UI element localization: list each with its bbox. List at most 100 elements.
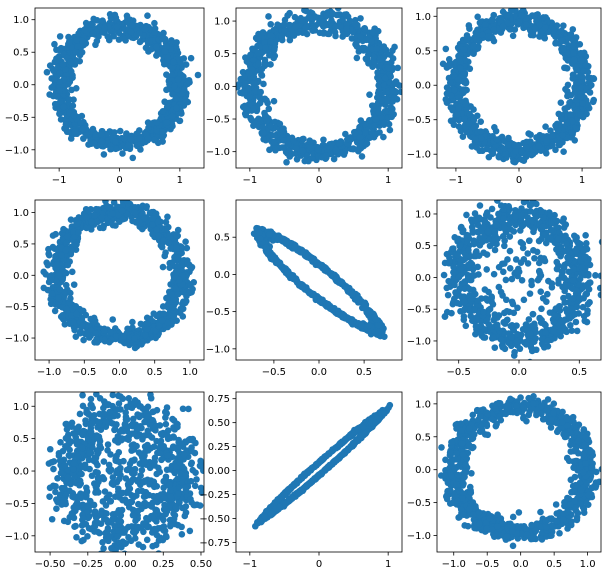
scatter-point [560, 22, 567, 29]
scatter-point [112, 333, 120, 340]
scatter-point [106, 338, 113, 346]
scatter-point [509, 32, 517, 40]
scatter-point [454, 76, 462, 83]
scatter-point [520, 157, 528, 164]
scatter-point [155, 232, 162, 240]
scatter-point [169, 317, 177, 325]
scatter-point [292, 145, 300, 152]
scatter-point [299, 283, 306, 291]
scatter-point [68, 268, 76, 276]
scatter-point [447, 92, 455, 100]
scatter-point [541, 24, 549, 31]
y-tick-label: 0.0 [214, 270, 230, 281]
scatter-point [107, 328, 114, 336]
y-tick-label: −1.0 [206, 147, 230, 158]
scatter-point [159, 107, 167, 115]
scatter-point [164, 319, 171, 327]
scatter-point [127, 28, 135, 36]
scatter-point [577, 93, 585, 101]
scatter-point [153, 226, 160, 234]
scatter-point [164, 54, 172, 62]
scatter-point [72, 333, 80, 340]
scatter-point [445, 56, 453, 63]
scatter-point [159, 263, 167, 271]
scatter-point [137, 146, 144, 153]
scatter-point [168, 64, 176, 72]
scatter-point [51, 307, 59, 315]
scatter-point [101, 24, 108, 32]
scatter-point [183, 292, 190, 300]
scatter-point [365, 60, 372, 67]
scatter-point [127, 136, 135, 144]
scatter-point [61, 125, 68, 132]
scatter-point [582, 232, 589, 239]
scatter-point [302, 8, 310, 15]
scatter-point [543, 136, 550, 144]
scatter-point [384, 64, 392, 72]
scatter-point [386, 126, 394, 134]
scatter-points [250, 224, 388, 340]
scatter-point [135, 217, 143, 225]
scatter-point [375, 321, 382, 329]
scatter-point [465, 22, 473, 29]
scatter-point [241, 73, 248, 81]
scatter-point [329, 10, 336, 17]
scatter-point [75, 30, 82, 37]
y-tick-label: 0.5 [13, 239, 29, 250]
scatter-point [92, 205, 100, 213]
scatter-point [578, 73, 586, 80]
scatter-point [284, 140, 292, 148]
scatter-point [136, 38, 144, 46]
scatter-point [278, 126, 286, 134]
scatter-point [553, 22, 561, 29]
scatter-point [560, 148, 567, 155]
scatter-point [388, 87, 396, 95]
scatter-point [365, 322, 373, 329]
scatter-point [254, 49, 262, 57]
y-tick-label: −1.0 [407, 150, 431, 161]
scatter-point [149, 231, 157, 238]
scatter-point [517, 147, 525, 155]
y-tick-label: 0.5 [214, 49, 230, 60]
scatter-point [348, 35, 356, 42]
scatter-point [552, 122, 559, 129]
scatter-point [343, 25, 350, 32]
scatter-point [354, 146, 362, 153]
scatter-point [97, 131, 105, 138]
scatter-point [514, 304, 521, 312]
scatter-point [364, 308, 371, 316]
scatter-point [462, 238, 470, 245]
scatter-point [260, 135, 267, 143]
scatter-point [582, 61, 590, 69]
scatter-point [63, 239, 70, 247]
x-tick-label: 0 [316, 175, 322, 186]
scatter-point [370, 53, 378, 61]
scatter-point [340, 313, 347, 321]
x-tick-label: 0.5 [147, 367, 163, 378]
scatter-point [572, 63, 580, 71]
scatter-point [144, 320, 151, 328]
scatter-point [151, 29, 159, 37]
scatter-point [98, 138, 106, 145]
scatter-point [286, 36, 294, 44]
scatter-point [56, 69, 63, 77]
scatter-point [143, 203, 151, 210]
scatter-point [64, 261, 72, 269]
scatter-point [347, 318, 354, 325]
scatter-point [83, 330, 91, 338]
scatter-point [381, 333, 388, 340]
scatter-point [598, 238, 601, 246]
scatter-point [78, 37, 86, 44]
scatter-point [512, 148, 519, 155]
scatter-point [561, 64, 568, 72]
scatter-point [443, 99, 451, 106]
scatter-point [519, 244, 527, 252]
scatter-point [462, 100, 469, 108]
scatter-point [81, 26, 89, 34]
scatter-point [263, 97, 270, 104]
scatter-point [70, 112, 78, 119]
scatter-point [74, 42, 81, 50]
scatter-point [491, 344, 499, 351]
scatter-point [57, 98, 64, 105]
scatter-point [473, 144, 481, 151]
